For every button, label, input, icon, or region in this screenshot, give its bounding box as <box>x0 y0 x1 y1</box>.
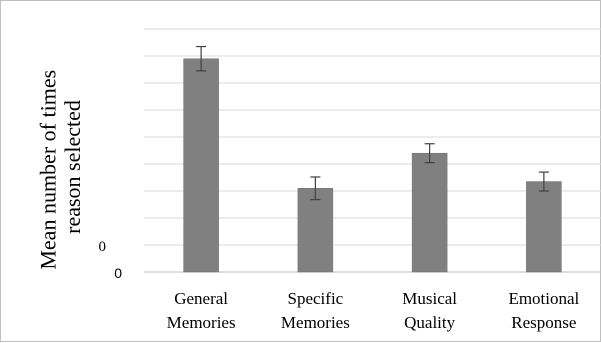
y-axis-label-line-2: reason selected <box>60 100 85 234</box>
x-tick-label: Emotional Response <box>508 289 579 332</box>
x-tick-label: General Memories <box>167 289 236 332</box>
x-tick-label: Specific Memories <box>281 289 350 332</box>
y-tick-label: 0 <box>114 265 122 281</box>
bar <box>526 181 562 273</box>
y-tick-label: 0 <box>99 239 107 255</box>
x-tick-labels: General Memories Specific Memories Musical Qu… <box>167 289 580 332</box>
x-tick-label: Musical Quality <box>402 289 457 332</box>
y-axis-label: Mean number of times reason selected <box>36 64 85 269</box>
bar <box>297 188 334 273</box>
x-tick-label-line: Memories <box>281 313 350 332</box>
gridlines <box>144 28 601 273</box>
y-tick-labels: 00 <box>99 239 123 281</box>
x-tick-label-line: Quality <box>404 313 455 332</box>
error-bars <box>196 45 549 201</box>
x-tick-label-line: Memories <box>167 313 236 332</box>
x-tick-label-line: General <box>174 289 228 308</box>
bar <box>183 58 219 273</box>
x-tick-label-line: Emotional <box>508 289 579 308</box>
bar <box>411 152 448 273</box>
bars <box>183 58 562 273</box>
x-tick-label-line: Musical <box>402 289 457 308</box>
y-axis-label-line-1: Mean number of times <box>36 70 61 270</box>
x-tick-label-line: Response <box>511 313 576 332</box>
x-tick-label-line: Specific <box>288 289 344 308</box>
